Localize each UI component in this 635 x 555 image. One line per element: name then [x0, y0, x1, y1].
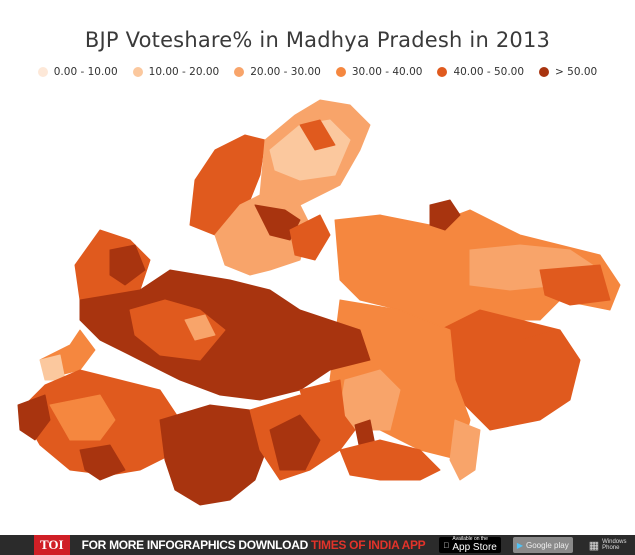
choropleth-map[interactable] [0, 90, 635, 530]
legend-label: 20.00 - 30.00 [250, 66, 321, 78]
district-region[interactable] [129, 299, 226, 361]
legend-label: > 50.00 [555, 66, 598, 78]
district-region[interactable] [519, 329, 571, 386]
legend-item-20-30[interactable]: 20.00 - 30.00 [234, 66, 321, 78]
promo-app-name: TIMES OF INDIA APP [310, 538, 426, 552]
district-region[interactable] [339, 439, 441, 481]
legend-swatch-icon [132, 67, 143, 77]
legend-label: 10.00 - 20.00 [148, 66, 220, 78]
map-title: BJP Voteshare% in Madhya Pradesh in 2013 [84, 28, 551, 52]
legend-swatch-icon [234, 67, 245, 77]
legend-item-above-50[interactable]: > 50.00 [539, 66, 597, 78]
district-region[interactable] [17, 394, 51, 441]
google-play-badge[interactable]: ▶ Google play [512, 537, 573, 553]
legend-label: 30.00 - 40.00 [351, 66, 423, 78]
legend-swatch-icon [37, 67, 48, 77]
district-region[interactable] [289, 214, 331, 261]
district-region[interactable] [449, 419, 481, 481]
legend-item-0-10[interactable]: 0.00 - 10.00 [37, 66, 118, 78]
legend: 0.00 - 10.00 10.00 - 20.00 20.00 - 30.00… [0, 66, 635, 78]
legend-label: 0.00 - 10.00 [53, 66, 118, 78]
apple-icon:  [443, 541, 449, 550]
footer-banner: TOI FOR MORE INFOGRAPHICS DOWNLOAD TIMES… [0, 535, 635, 555]
district-region[interactable] [39, 354, 66, 381]
district-region[interactable] [79, 269, 371, 401]
district-region[interactable] [299, 379, 346, 426]
toi-logo[interactable]: TOI [34, 535, 70, 555]
legend-swatch-icon [539, 67, 550, 77]
district-region[interactable] [539, 264, 611, 306]
play-icon: ▶ [517, 541, 523, 550]
district-region[interactable] [49, 394, 116, 441]
legend-item-30-40[interactable]: 30.00 - 40.00 [335, 66, 423, 78]
district-region[interactable] [79, 444, 126, 481]
district-region[interactable] [429, 199, 461, 231]
legend-swatch-icon [335, 67, 346, 77]
legend-item-10-20[interactable]: 10.00 - 20.00 [132, 66, 220, 78]
legend-label: 40.00 - 50.00 [453, 66, 525, 78]
district-region[interactable] [184, 314, 216, 341]
legend-swatch-icon [437, 67, 448, 77]
district-region[interactable] [109, 244, 146, 286]
legend-item-40-50[interactable]: 40.00 - 50.00 [437, 66, 524, 78]
windows-phone-badge[interactable]: ▦ Windows Phone [582, 539, 627, 552]
district-region[interactable] [269, 414, 321, 471]
windows-icon: ▦ [582, 539, 599, 552]
district-region[interactable] [299, 119, 336, 151]
district-region[interactable] [159, 404, 271, 506]
promo-text: FOR MORE INFOGRAPHICS DOWNLOAD TIMES OF … [81, 538, 426, 552]
